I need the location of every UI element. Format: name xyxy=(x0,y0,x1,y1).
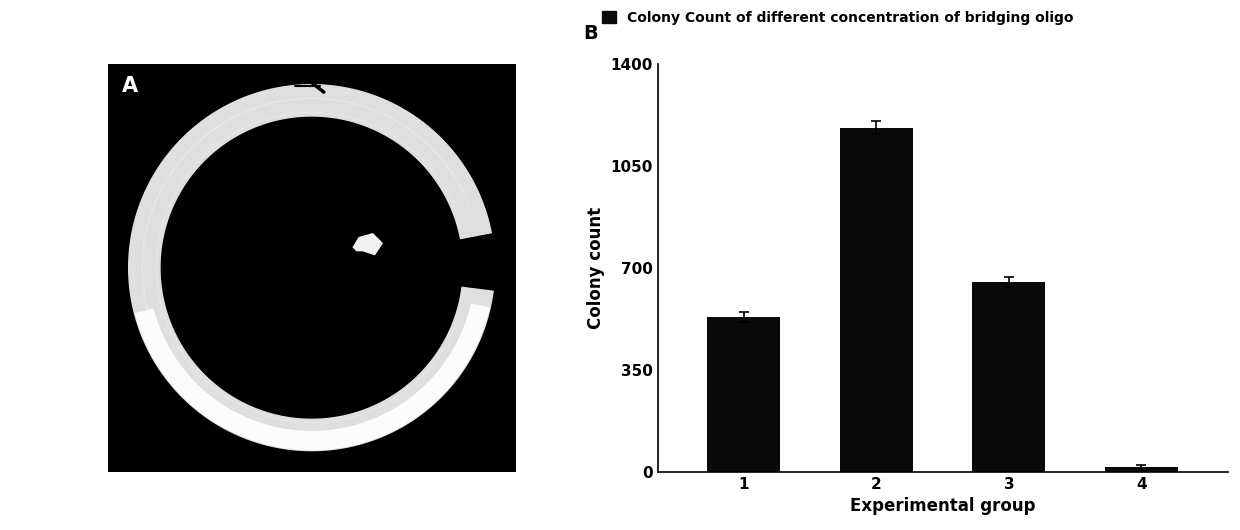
Bar xyxy=(707,317,780,472)
X-axis label: Experimental group: Experimental group xyxy=(849,497,1035,515)
Bar xyxy=(1105,467,1178,472)
Bar xyxy=(972,282,1045,472)
Bar xyxy=(839,128,913,472)
Polygon shape xyxy=(352,233,383,255)
Y-axis label: Colony count: Colony count xyxy=(587,207,605,329)
Text: B: B xyxy=(584,24,598,43)
Text: A: A xyxy=(122,76,138,96)
Polygon shape xyxy=(135,303,490,450)
Polygon shape xyxy=(128,84,494,451)
Legend: Colony Count of different concentration of bridging oligo: Colony Count of different concentration … xyxy=(596,5,1079,30)
Circle shape xyxy=(162,119,460,417)
